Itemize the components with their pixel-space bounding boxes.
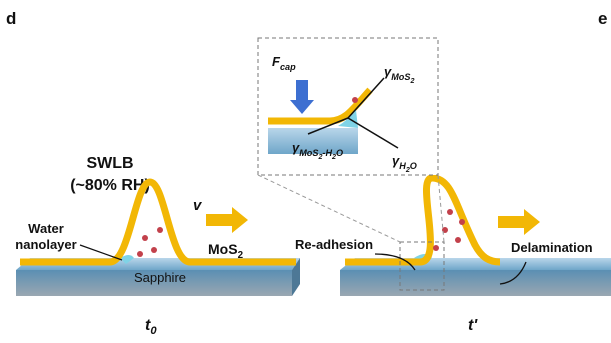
motion-arrow: [206, 207, 248, 233]
water-label: nanolayer: [15, 237, 76, 252]
motion-arrow: [498, 209, 540, 235]
text-segment: 0: [150, 325, 157, 337]
inset-box: [258, 38, 438, 175]
delamination-label: Delamination: [511, 240, 593, 255]
text-segment: MoS: [208, 241, 238, 257]
figure: d SWLB (~80% RH) Sapphire Water nanolaye…: [0, 0, 611, 343]
text-segment: MoS: [391, 72, 410, 82]
readhesion-label: Re-adhesion: [295, 237, 373, 252]
velocity: v: [193, 197, 203, 214]
text-segment: MoS: [299, 148, 318, 158]
water-label: Water: [28, 221, 64, 236]
text-segment: -H: [322, 148, 332, 158]
molecules: [137, 227, 163, 257]
zoom-line: [258, 175, 400, 242]
condition: SWLB: [86, 155, 133, 172]
substrate-label: Sapphire: [134, 270, 186, 285]
time-label: t': [468, 317, 478, 334]
text-segment: 2: [238, 250, 244, 261]
text-segment: O: [410, 161, 417, 171]
text-segment: O: [336, 148, 343, 158]
time-label: t0: [145, 317, 157, 337]
pointer: [80, 245, 122, 260]
text-segment: 2: [409, 77, 414, 85]
panel-label: e: [598, 9, 607, 28]
molecule: [352, 97, 358, 103]
panel-label: d: [6, 9, 16, 28]
text-segment: cap: [280, 62, 296, 72]
substrate-front: [340, 270, 611, 296]
